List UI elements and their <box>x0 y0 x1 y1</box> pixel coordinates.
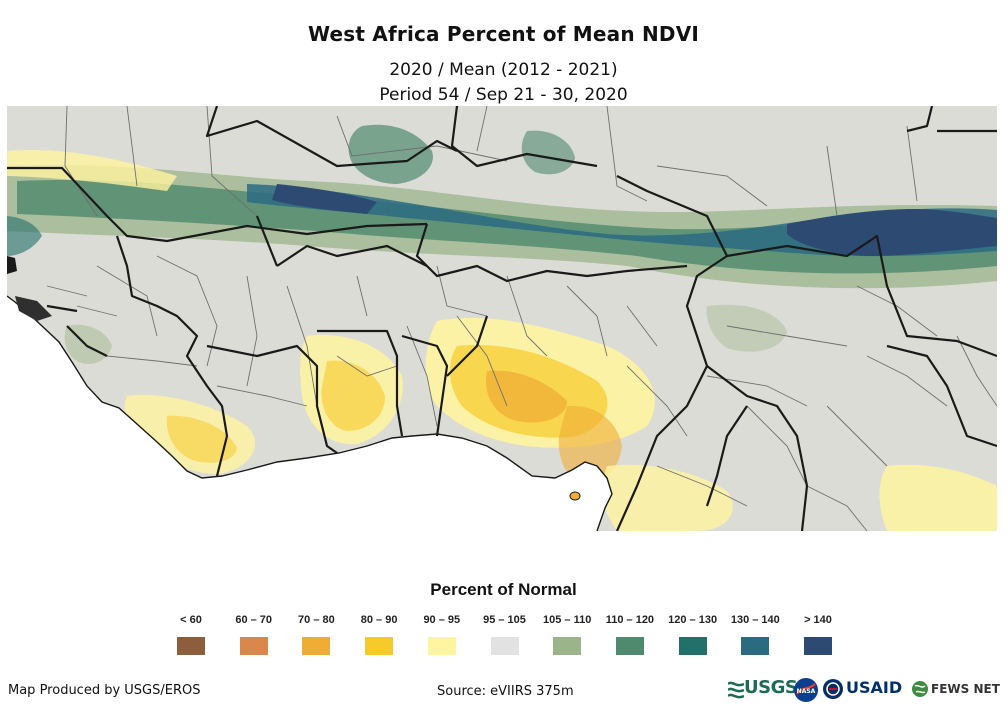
data-source: Source: eVIIRS 375m <box>437 684 574 699</box>
legend-class-label: > 140 <box>804 614 832 626</box>
legend-class-label: 105 – 110 <box>543 614 592 626</box>
legend-class-swatch <box>615 637 644 655</box>
usaid-logo-text: USAID <box>846 678 903 697</box>
legend-class-label: 120 – 130 <box>668 614 718 626</box>
legend-class-swatch <box>804 637 832 655</box>
map-subtitle-period: 2020 / Mean (2012 - 2021) <box>389 60 618 80</box>
fews-net-logo-text: FEWS NET <box>931 682 1000 696</box>
usaid-seal-icon <box>823 679 843 699</box>
legend-class-label: 90 – 95 <box>423 614 461 626</box>
legend-class-label: 80 – 90 <box>360 614 398 626</box>
legend-class-swatch <box>490 637 519 655</box>
legend-title: Percent of Normal <box>430 580 577 599</box>
legend-class-label: 60 – 70 <box>235 614 273 626</box>
bioko-island <box>569 491 581 501</box>
partner-logos: USGS NASA USAID FEWS NET <box>728 676 1000 706</box>
map-title: West Africa Percent of Mean NDVI <box>307 22 700 46</box>
usgs-logo-icon <box>728 681 744 699</box>
admin-boundaries <box>46 106 997 531</box>
legend-class-swatch <box>177 637 205 655</box>
fews-net-globe-icon <box>912 681 928 697</box>
coastline <box>7 295 613 531</box>
nasa-logo-icon: NASA <box>794 678 818 702</box>
usgs-logo-text: USGS <box>744 677 798 698</box>
western-coast-patch <box>7 256 17 274</box>
legend-class-label: 70 – 80 <box>298 614 335 626</box>
map-subtitle-dekad: Period 54 / Sep 21 - 30, 2020 <box>379 85 628 105</box>
legend-class-swatch <box>427 637 456 655</box>
legend-class-swatch <box>741 637 770 655</box>
nasa-logo-text: NASA <box>797 688 816 695</box>
legend-class-label: 95 – 105 <box>483 614 526 626</box>
land-area <box>7 106 997 531</box>
legend-class-swatch <box>678 637 707 655</box>
legend-class-swatch <box>302 637 331 655</box>
legend-class-label: 130 – 140 <box>730 614 780 626</box>
country-borders <box>7 106 997 531</box>
ndvi-map <box>7 106 997 531</box>
legend-class-swatch <box>239 637 268 655</box>
legend-class-swatch <box>365 637 394 655</box>
legend-class-swatch <box>553 637 582 655</box>
legend-class-label: < 60 <box>180 614 202 626</box>
guinea-bissau-islands <box>15 296 52 321</box>
legend-class-label: 110 – 120 <box>605 614 655 626</box>
map-credit: Map Produced by USGS/EROS <box>8 683 201 698</box>
